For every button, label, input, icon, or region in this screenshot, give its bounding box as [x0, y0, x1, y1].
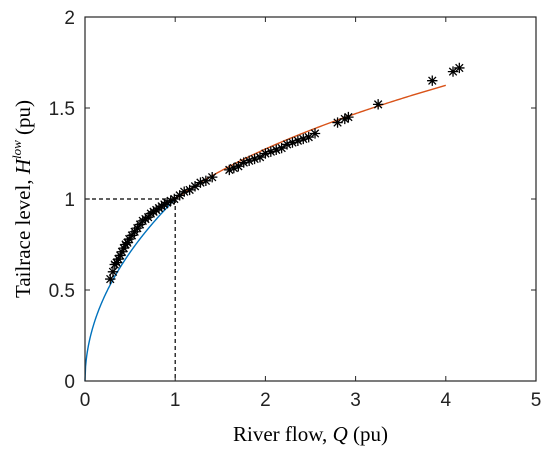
data-point	[174, 190, 185, 201]
data-point	[309, 128, 321, 139]
data-point	[281, 139, 293, 150]
data-point	[276, 142, 287, 154]
data-point	[189, 181, 201, 192]
data-point	[339, 113, 350, 125]
data-point	[107, 266, 119, 277]
data-point	[303, 131, 314, 143]
data-point	[179, 186, 190, 197]
data-point	[298, 133, 309, 145]
data-point	[129, 226, 140, 237]
data-point	[105, 273, 116, 285]
plot-frame	[84, 16, 537, 382]
data-point	[122, 237, 133, 248]
y-axis-label: Tailrace level, Hlow (pu)	[9, 100, 35, 298]
data-point	[116, 246, 128, 257]
data-point	[228, 162, 240, 174]
data-point	[113, 253, 124, 265]
data-point	[206, 171, 218, 183]
data-point	[118, 242, 129, 254]
data-point	[427, 75, 438, 86]
data-point	[126, 230, 138, 241]
data-point	[447, 66, 459, 77]
data-point	[265, 146, 277, 157]
axis-ticks: 0 1 2 3 4 5 0 0.5 1 1.5 2	[49, 8, 542, 411]
x-tick-label: 5	[531, 390, 542, 411]
data-markers	[105, 62, 465, 285]
y-tick-label: 0.5	[49, 281, 75, 302]
x-tick-label: 2	[260, 390, 271, 411]
data-point	[184, 184, 195, 196]
y-tick-label: 1	[64, 190, 75, 211]
data-point	[114, 250, 126, 261]
data-point	[111, 257, 122, 268]
reference-lines	[85, 198, 176, 381]
data-point	[132, 222, 143, 234]
y-tick-label: 1.5	[49, 99, 75, 120]
data-point	[260, 148, 271, 159]
data-point	[169, 193, 180, 205]
data-point	[343, 111, 354, 123]
curve-line-1	[84, 198, 176, 382]
curve-line-2	[174, 84, 446, 200]
x-tick-label: 0	[80, 390, 91, 411]
data-point	[200, 175, 212, 186]
data-point	[249, 153, 260, 165]
data-point	[142, 212, 154, 223]
x-tick-label: 3	[350, 390, 361, 411]
x-tick-label: 4	[441, 390, 452, 411]
data-point	[254, 151, 266, 163]
data-point	[287, 137, 298, 148]
data-point	[292, 135, 304, 146]
data-point	[454, 62, 465, 74]
data-point	[224, 164, 235, 176]
data-point	[123, 233, 135, 245]
data-point	[134, 219, 146, 230]
data-point	[243, 155, 255, 166]
data-point	[238, 157, 249, 168]
x-axis-label: River flow, Q (pu)	[233, 422, 388, 446]
data-point	[372, 99, 384, 110]
x-tick-label: 1	[170, 390, 181, 411]
data-point	[195, 177, 206, 188]
data-point	[165, 195, 176, 207]
data-point	[271, 144, 282, 156]
data-point	[161, 197, 173, 208]
data-point	[332, 117, 343, 128]
data-point	[233, 161, 244, 172]
y-tick-label: 2	[64, 8, 75, 29]
y-tick-label: 0	[64, 372, 75, 393]
fitted-curves	[84, 84, 446, 382]
